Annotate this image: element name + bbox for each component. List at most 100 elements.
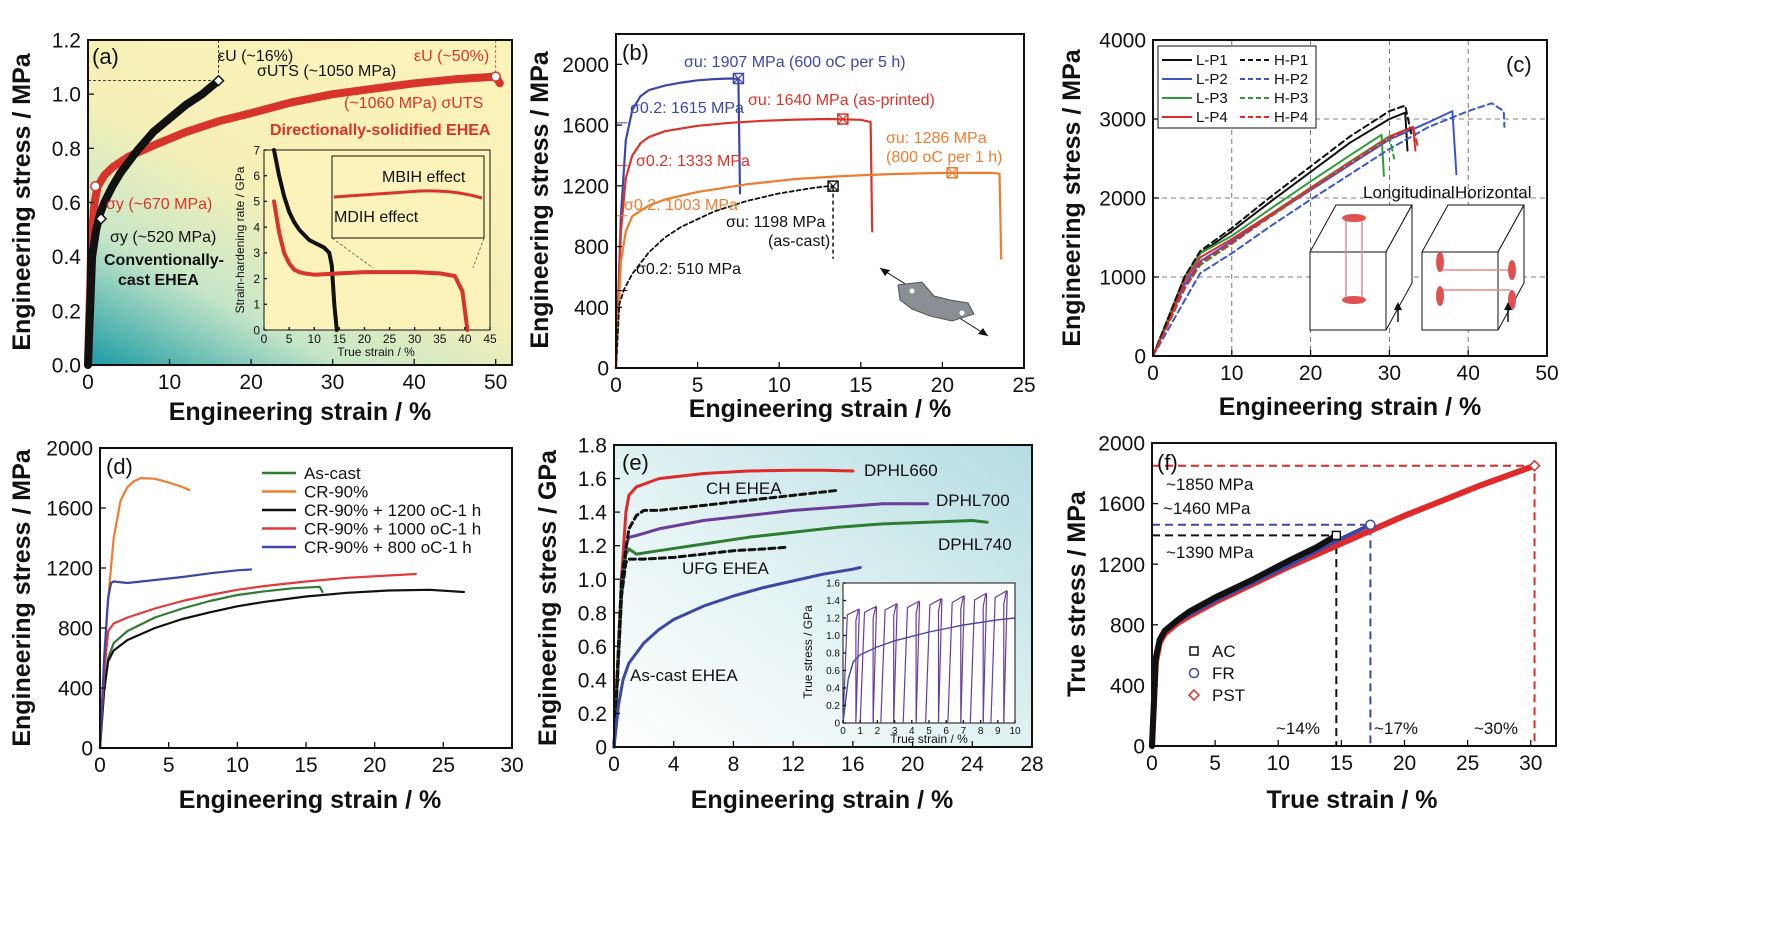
panel-a-ytick-label: 1.2 xyxy=(52,30,81,53)
panel-a-inset-label-mdih: MDIH effect xyxy=(334,209,419,226)
panel-a-tag: (a) xyxy=(92,44,119,69)
panel-e-inset-xtick-label: 0 xyxy=(840,726,846,737)
panel-f-legend: AC FR PST xyxy=(1187,642,1245,705)
panel-e-ytick-label: 0.4 xyxy=(578,669,608,692)
panel-f-guide-ac xyxy=(1152,534,1338,746)
panel-e-ytick-label: 0.6 xyxy=(578,636,607,659)
panel-d-xtick-label: 5 xyxy=(163,754,175,777)
panel-d-ytick-label: 1200 xyxy=(46,558,93,581)
panel-b-series-1 xyxy=(614,117,874,370)
panel-b-xtick-label: 10 xyxy=(768,374,791,397)
panel-b-marker-asprinted-x2 xyxy=(837,113,849,125)
panel-a-marker-uts-ds xyxy=(490,71,501,82)
panel-d-legend-label: CR-90% + 1200 oC-1 h xyxy=(304,501,481,520)
panel-c-xtick-label: 40 xyxy=(1457,362,1480,385)
panel-e-ylabel: Engineering stress / GPa xyxy=(534,449,562,746)
panel-e-ticks: 0 4 8 12 16 20 24 2800.20.40.60.81.01.21.41.61.… xyxy=(578,435,1044,776)
panel-d-plot xyxy=(98,476,465,750)
panel-f-legend-marker xyxy=(1187,688,1201,702)
panel-e-ytick-label: 0.2 xyxy=(578,703,607,726)
panel-a-inset-ytick-label: 1 xyxy=(253,298,260,312)
panel-f-ann-1390: ~1390 MPa xyxy=(1166,543,1254,562)
panel-a-inset-xtick-label: 20 xyxy=(358,332,372,346)
panel-a-ann-cc2: cast EHEA xyxy=(118,272,199,289)
panel-b-ann-1: σ0.2: 1615 MPa xyxy=(630,100,744,117)
panel-e-inset-ytick-label: 0.2 xyxy=(826,701,840,712)
panel-e-inset-xtick-label: 10 xyxy=(1009,726,1021,737)
panel-e-inset-xtick-label: 6 xyxy=(943,726,949,737)
panel-c-ann-horiz: Horizontal xyxy=(1455,183,1532,202)
panel-a-inset-ytick-label: 2 xyxy=(253,272,260,286)
panel-f-xtick-label: 10 xyxy=(1267,752,1290,775)
panel-f-xtick-label: 5 xyxy=(1209,752,1221,775)
panel-c-legend-label: H-P2 xyxy=(1274,71,1308,88)
panel-c-legend-label: L-P1 xyxy=(1196,52,1228,69)
panel-c-legend-label: L-P2 xyxy=(1196,71,1228,88)
panel-b-ytick-label: 1200 xyxy=(562,175,609,198)
panel-d-xtick-label: 0 xyxy=(94,754,106,777)
panel-e: 0 4 8 12 16 20 24 2800.20.40.60.81.01.21.41.61.… xyxy=(534,435,1044,814)
panel-c-ytick-label: 2000 xyxy=(1099,188,1146,211)
panel-d-ylabel: Engineering stress / MPa xyxy=(8,448,36,746)
panel-a: 0 10 20 30 40 500.00.20.40.60.81.01.2 (a) Eng… xyxy=(8,30,513,426)
panel-e-inset-ytick-label: 0.4 xyxy=(826,684,840,695)
panel-d-ytick-label: 2000 xyxy=(46,438,93,461)
panel-e-inset-ylabel: True stress / GPa xyxy=(801,605,815,699)
panel-f-ann-30: ~30% xyxy=(1474,719,1518,738)
panel-c-cube-horizontal xyxy=(1421,204,1525,331)
panel-f-marker-ac xyxy=(1331,530,1342,541)
panel-a-ann-uts1060: (~1060 MPa) σUTS xyxy=(344,95,483,112)
panel-e-inset-envelope xyxy=(842,617,1016,724)
panel-e-xtick-label: 20 xyxy=(901,753,924,776)
panel-f-ann-1460: ~1460 MPa xyxy=(1163,499,1251,518)
panel-b-ticks: 0 5 10 15 20 25 0 400 800 1200 1600 2000 xyxy=(562,54,1035,397)
panel-e-inset-ytick-label: 1.0 xyxy=(826,631,840,642)
panel-b-marker-600-x2 xyxy=(732,73,744,84)
panel-a-inset-label-mbih: MBIH effect xyxy=(382,169,466,186)
panel-e-inset-xtick-label: 9 xyxy=(995,726,1001,737)
panel-a-inset-series-0 xyxy=(272,148,339,332)
panel-e-xtick-label: 24 xyxy=(961,753,985,776)
panel-f-xtick-label: 0 xyxy=(1146,752,1158,775)
panel-c-ylabel: Engineering stress / MPa xyxy=(1058,48,1086,346)
panel-a-marker-y-cc xyxy=(94,212,108,225)
panel-b-ytick-label: 400 xyxy=(574,297,609,320)
panel-a-inset-xtick-label: 10 xyxy=(308,332,322,346)
panel-f-ytick-label: 400 xyxy=(1110,675,1145,698)
panel-e-xtick-label: 28 xyxy=(1020,753,1043,776)
panel-b-ylabel: Engineering stress / MPa xyxy=(526,50,554,348)
panel-a-ticks: 0 10 20 30 40 500.00.20.40.60.81.01.2 xyxy=(52,30,508,394)
panel-e-ytick-label: 0.8 xyxy=(578,602,607,625)
panel-c-ticks: 0 10 20 30 40 50 0 1000 2000 3000 4000 xyxy=(1099,30,1558,385)
panel-e-inset-ytick-label: 0.6 xyxy=(826,666,840,677)
panel-d-legend-label: CR-90% + 800 oC-1 h xyxy=(304,538,472,557)
panel-d-xtick-label: 30 xyxy=(500,754,523,777)
panel-d-series-2 xyxy=(98,588,465,750)
panel-a-ann-y520: σy (~520 MPa) xyxy=(110,229,216,246)
panel-c-tag: (c) xyxy=(1506,52,1532,77)
panel-b-marker-ascast xyxy=(827,180,839,192)
panel-e-inset-xtick-label: 8 xyxy=(978,726,984,737)
panel-a-inset-xtick-label: 35 xyxy=(433,332,447,346)
panel-b-xtick-label: 15 xyxy=(849,374,872,397)
panel-f: 0 5 10 15 20 25 30 0 400 800 1200 1600 2000 (f) True… xyxy=(1063,433,1557,814)
panel-b-series-2 xyxy=(614,171,1003,370)
panel-b-ann-2: σu: 1640 MPa (as-printed) xyxy=(748,92,935,109)
panel-a-inset-ytick-label: 5 xyxy=(253,195,260,209)
panel-d-ticks: 0 5 10 15 20 25 30 0 400 800 1200 1600 2000 xyxy=(46,438,523,777)
panel-a-plot xyxy=(84,40,504,369)
panel-a-xtick-label: 20 xyxy=(239,371,262,394)
panel-e-inset-cycle-up xyxy=(855,609,860,724)
panel-c-series-h-p4 xyxy=(1152,125,1419,357)
panel-b-ytick-label: 1600 xyxy=(562,115,609,138)
panel-a-inset-xtick-label: 25 xyxy=(383,332,397,346)
panel-a-series-cc xyxy=(84,76,223,369)
panel-a-ytick-label: 0.8 xyxy=(52,138,81,161)
panel-e-inset-xtick-label: 3 xyxy=(892,726,898,737)
panel-d-series-1 xyxy=(98,476,191,750)
panel-c-xtick-label: 10 xyxy=(1220,362,1243,385)
panel-a-inset-xlabel: True strain / % xyxy=(337,345,415,359)
panel-b-ann-3: σ0.2: 1333 MPa xyxy=(636,153,750,170)
